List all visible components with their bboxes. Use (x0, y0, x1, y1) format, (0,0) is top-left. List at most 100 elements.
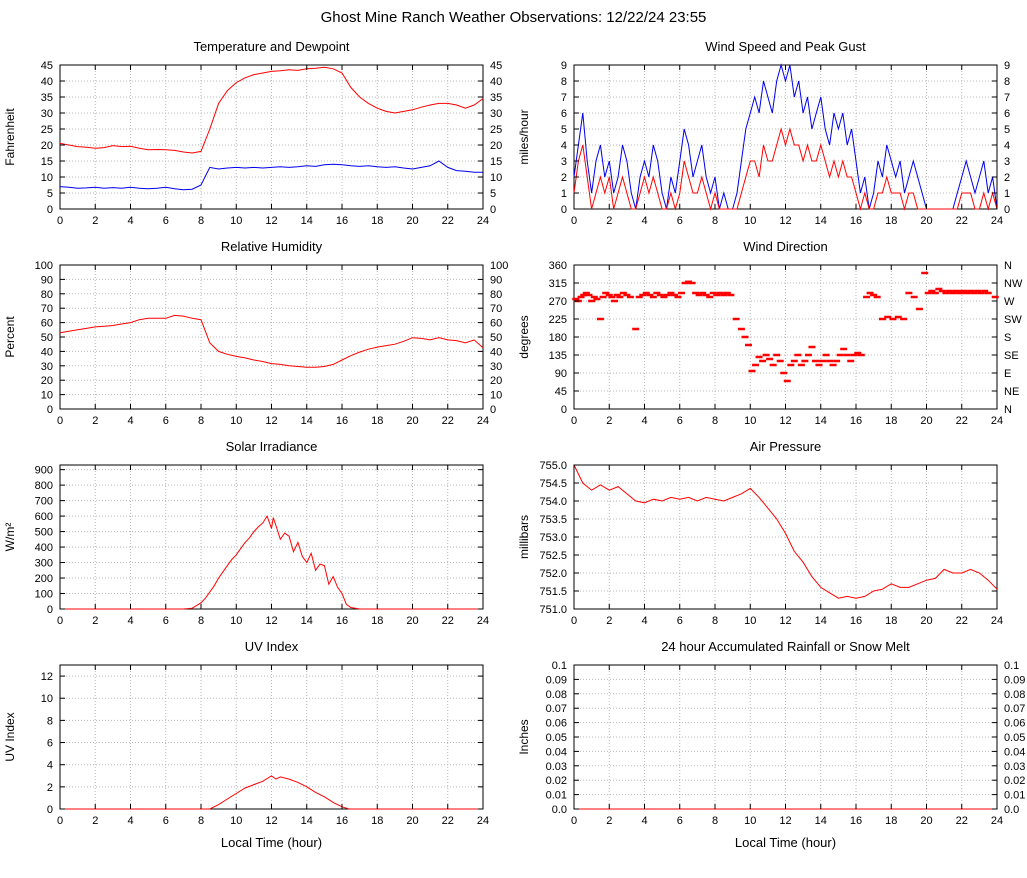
svg-text:100: 100 (35, 260, 53, 272)
svg-text:6: 6 (677, 215, 683, 227)
svg-text:0: 0 (57, 615, 63, 627)
svg-text:80: 80 (490, 289, 502, 301)
svg-text:50: 50 (490, 332, 502, 344)
air-pressure-chart: 751.0 751.5 752.0 752.5 753.0 753.5 754.0 754.5… (517, 439, 1003, 627)
svg-text:2: 2 (92, 215, 98, 227)
svg-text:0: 0 (571, 415, 577, 427)
svg-text:0.08: 0.08 (1004, 689, 1025, 701)
svg-text:70: 70 (490, 303, 502, 315)
svg-text:10: 10 (41, 390, 53, 402)
svg-text:4: 4 (641, 415, 647, 427)
svg-text:E: E (1004, 368, 1011, 380)
svg-text:751.0: 751.0 (539, 604, 567, 616)
svg-text:4: 4 (127, 815, 133, 827)
svg-text:24 hour Accumulated Rainfall o: 24 hour Accumulated Rainfall or Snow Mel… (661, 639, 910, 654)
svg-text:Relative Humidity: Relative Humidity (221, 239, 323, 254)
svg-text:0.02: 0.02 (546, 775, 567, 787)
svg-text:22: 22 (442, 815, 454, 827)
svg-text:40: 40 (490, 76, 502, 88)
svg-text:10: 10 (744, 615, 756, 627)
svg-text:Wind Direction: Wind Direction (743, 239, 828, 254)
svg-text:6: 6 (163, 215, 169, 227)
svg-text:22: 22 (956, 415, 968, 427)
svg-text:16: 16 (850, 215, 862, 227)
svg-text:0.02: 0.02 (1004, 775, 1025, 787)
svg-text:16: 16 (336, 815, 348, 827)
svg-text:0: 0 (1004, 204, 1010, 216)
svg-text:22: 22 (956, 615, 968, 627)
svg-text:Fahrenheit: Fahrenheit (3, 108, 17, 166)
svg-text:3: 3 (561, 156, 567, 168)
svg-text:0.09: 0.09 (546, 674, 567, 686)
svg-text:22: 22 (442, 215, 454, 227)
svg-text:8: 8 (712, 815, 718, 827)
svg-text:7: 7 (561, 92, 567, 104)
svg-text:20: 20 (406, 415, 418, 427)
svg-text:751.5: 751.5 (539, 586, 567, 598)
svg-text:18: 18 (371, 815, 383, 827)
svg-text:15: 15 (490, 156, 502, 168)
svg-text:10: 10 (230, 815, 242, 827)
svg-text:752.5: 752.5 (539, 550, 567, 562)
svg-text:0: 0 (490, 404, 496, 416)
svg-text:0.03: 0.03 (1004, 761, 1025, 773)
svg-text:60: 60 (490, 318, 502, 330)
svg-text:45: 45 (41, 60, 53, 72)
svg-text:30: 30 (41, 361, 53, 373)
svg-text:400: 400 (35, 542, 53, 554)
svg-text:4: 4 (127, 615, 133, 627)
svg-text:0: 0 (47, 204, 53, 216)
svg-text:7: 7 (1004, 92, 1010, 104)
svg-text:14: 14 (815, 215, 827, 227)
svg-text:Percent: Percent (3, 316, 17, 358)
svg-text:0: 0 (47, 604, 53, 616)
svg-text:24: 24 (991, 615, 1003, 627)
svg-text:14: 14 (301, 415, 313, 427)
svg-text:10: 10 (490, 172, 502, 184)
svg-text:12: 12 (265, 815, 277, 827)
svg-text:755.0: 755.0 (539, 460, 567, 472)
svg-text:6: 6 (1004, 108, 1010, 120)
svg-text:40: 40 (490, 346, 502, 358)
svg-text:50: 50 (41, 332, 53, 344)
svg-text:0: 0 (57, 815, 63, 827)
svg-text:N: N (1004, 260, 1012, 272)
svg-text:0.05: 0.05 (546, 732, 567, 744)
charts-grid: 0 0 5 5 10 10 15 15 20 20 25 25 30 30 35 35 40 40 45 45 0 2 4 6… (0, 35, 1027, 853)
svg-text:20: 20 (406, 815, 418, 827)
svg-text:12: 12 (265, 615, 277, 627)
svg-text:5: 5 (1004, 124, 1010, 136)
svg-text:0.04: 0.04 (546, 746, 567, 758)
svg-text:14: 14 (815, 615, 827, 627)
svg-text:20: 20 (406, 215, 418, 227)
svg-text:24: 24 (477, 615, 489, 627)
svg-text:70: 70 (41, 303, 53, 315)
svg-text:0.01: 0.01 (1004, 790, 1025, 802)
svg-text:W/m²: W/m² (3, 523, 17, 552)
svg-text:0: 0 (561, 204, 567, 216)
svg-text:W: W (1004, 296, 1015, 308)
svg-text:18: 18 (371, 415, 383, 427)
svg-text:10: 10 (230, 615, 242, 627)
svg-text:752.0: 752.0 (539, 568, 567, 580)
svg-text:4: 4 (127, 415, 133, 427)
svg-text:4: 4 (1004, 140, 1010, 152)
svg-text:12: 12 (779, 215, 791, 227)
svg-text:10: 10 (41, 172, 53, 184)
svg-text:24: 24 (991, 415, 1003, 427)
svg-text:753.5: 753.5 (539, 514, 567, 526)
svg-text:0.06: 0.06 (546, 718, 567, 730)
svg-text:12: 12 (265, 215, 277, 227)
svg-text:0.1: 0.1 (1004, 660, 1019, 672)
svg-text:6: 6 (677, 815, 683, 827)
svg-text:14: 14 (301, 615, 313, 627)
svg-text:9: 9 (561, 60, 567, 72)
svg-text:270: 270 (549, 296, 567, 308)
svg-text:24: 24 (477, 415, 489, 427)
svg-text:2: 2 (561, 172, 567, 184)
